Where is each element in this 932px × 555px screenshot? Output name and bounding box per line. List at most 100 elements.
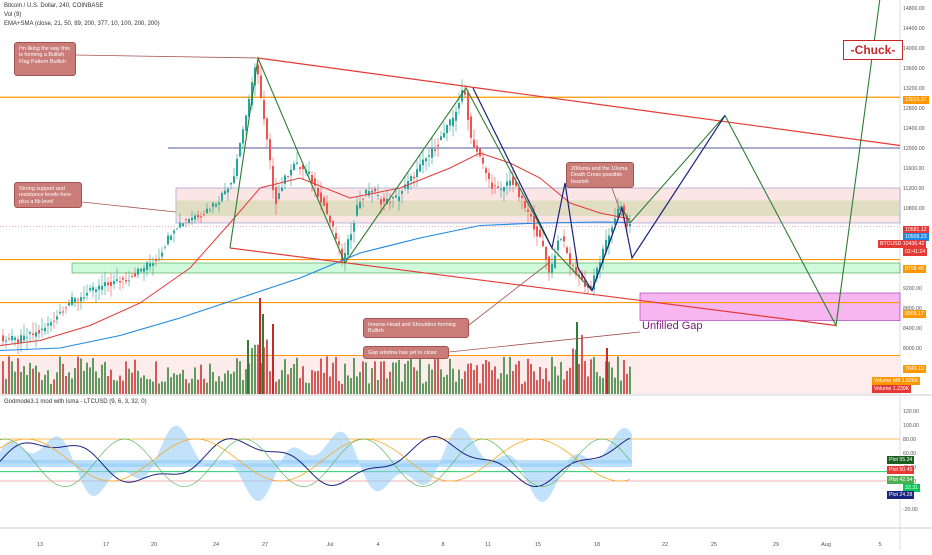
- volume-bar: [617, 356, 619, 394]
- candle-body: [284, 175, 286, 184]
- price-tag: Volume 1.239K: [872, 385, 912, 393]
- time-tick-label: 25: [711, 542, 717, 548]
- candle-body: [410, 176, 412, 181]
- volume-bar: [155, 361, 157, 394]
- volume-bar: [443, 376, 445, 394]
- volume-bar: [152, 381, 154, 394]
- note-gap-window[interactable]: Gap window has yet to close: [363, 346, 449, 359]
- price-tag: 8909.17: [903, 310, 926, 318]
- volume-legend: Vol (9): [4, 12, 22, 18]
- candle-body: [20, 335, 22, 343]
- indicator-tag: Plot 24.28: [887, 491, 915, 499]
- volume-bar: [98, 377, 100, 394]
- note-support-pointer: [81, 201, 177, 213]
- volume-bar: [620, 380, 622, 394]
- volume-bar: [107, 376, 109, 394]
- candle-body: [224, 190, 226, 195]
- candle-body: [32, 333, 34, 336]
- volume-bar: [581, 334, 583, 394]
- volume-bar: [179, 373, 181, 394]
- candle-body: [182, 223, 184, 227]
- volume-bar: [356, 376, 358, 394]
- candle-body: [569, 253, 571, 265]
- volume-bar: [269, 371, 271, 394]
- candle-body: [35, 332, 37, 337]
- candle-body: [218, 202, 220, 205]
- candle-body: [140, 268, 142, 272]
- volume-bar: [455, 381, 457, 394]
- candle-body: [392, 196, 394, 199]
- note-bullish-flag[interactable]: I'm liking the way this is forming a Bul…: [14, 42, 76, 76]
- candle-body: [524, 200, 526, 208]
- volume-bar: [329, 376, 331, 394]
- volume-bar: [545, 368, 547, 394]
- volume-bar: [554, 366, 556, 394]
- candle-body: [233, 176, 235, 184]
- candle-body: [611, 227, 613, 233]
- candle-body: [74, 297, 76, 303]
- volume-bar: [482, 363, 484, 394]
- candle-body: [575, 267, 577, 275]
- volume-bar: [224, 373, 226, 394]
- volume-bar: [53, 379, 55, 394]
- volume-spike: [262, 314, 264, 394]
- price-tag: BTCUSD 10436.42: [878, 240, 927, 248]
- candle-body: [95, 289, 97, 292]
- candle-body: [113, 281, 115, 284]
- candle-body: [377, 195, 379, 196]
- candle-body: [383, 197, 385, 203]
- volume-bar: [146, 379, 148, 394]
- candle-body: [452, 117, 454, 127]
- volume-bar: [467, 363, 469, 394]
- volume-bar: [68, 372, 70, 394]
- candle-body: [80, 297, 82, 302]
- volume-bar: [191, 378, 193, 394]
- osc-tick-label: 60.00: [903, 451, 916, 457]
- volume-bar: [548, 381, 550, 394]
- candle-body: [293, 163, 295, 170]
- candle-body: [554, 255, 556, 268]
- price-tick-label: 10800.00: [903, 206, 925, 212]
- price-tag: 10581.12: [903, 226, 929, 234]
- time-tick-label: 8: [441, 542, 444, 548]
- price-tick-label: 12800.00: [903, 106, 925, 112]
- candle-body: [482, 157, 484, 164]
- flag-lower-trendline: [229, 247, 837, 327]
- note-inverse-head-shoulders[interactable]: Inverse Head and Shoulders forming Bulli…: [363, 318, 469, 338]
- price-tick-label: 13600.00: [903, 66, 925, 72]
- volume-bar: [305, 382, 307, 394]
- candle-body: [347, 239, 349, 256]
- candle-body: [212, 202, 214, 207]
- volume-bar: [23, 366, 25, 394]
- price-tick-label: 11600.00: [903, 166, 924, 172]
- volume-bar: [587, 376, 589, 394]
- candle-body: [359, 202, 361, 209]
- volume-bar: [38, 372, 40, 394]
- note-death-cross[interactable]: 200sma and the 10sma Death Cross possibl…: [566, 162, 634, 188]
- candle-body: [596, 267, 598, 279]
- candle-body: [566, 247, 568, 253]
- volume-bar: [284, 359, 286, 394]
- note-support-resistance[interactable]: Strong support and resistance levels her…: [14, 182, 82, 208]
- candle-body: [599, 262, 601, 269]
- volume-bar: [281, 370, 283, 394]
- volume-bar: [383, 361, 385, 394]
- candle-body: [545, 246, 547, 260]
- volume-bar: [77, 356, 79, 394]
- candle-body: [92, 287, 94, 291]
- candle-body: [266, 118, 268, 140]
- price-tick-label: 14000.00: [903, 46, 925, 52]
- volume-bar: [242, 379, 244, 394]
- candle-body: [221, 193, 223, 201]
- candle-body: [395, 195, 397, 198]
- time-tick-label: Jul: [326, 542, 333, 548]
- candle-body: [530, 214, 532, 217]
- candle-body: [560, 239, 562, 241]
- candle-body: [401, 190, 403, 194]
- candle-body: [488, 172, 490, 180]
- candle-body: [476, 145, 478, 152]
- volume-bar: [122, 380, 124, 394]
- candle-body: [236, 158, 238, 177]
- volume-bar: [104, 361, 106, 394]
